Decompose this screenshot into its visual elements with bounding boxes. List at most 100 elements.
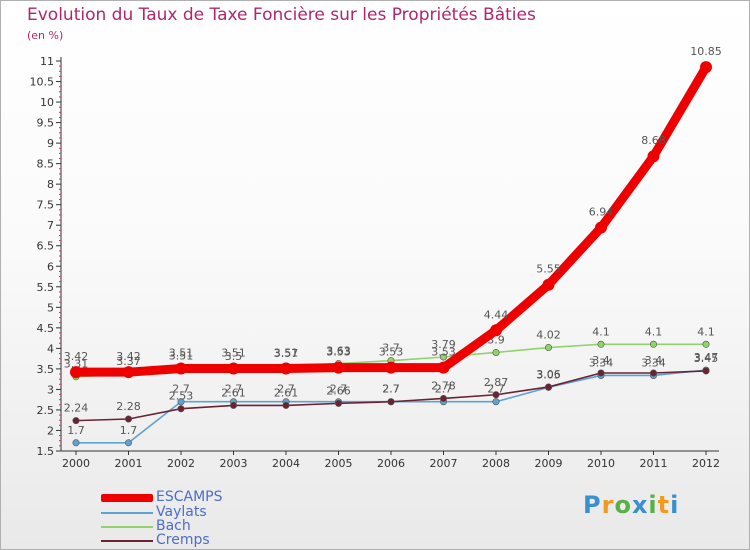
series-line-escamps [71, 62, 711, 377]
data-label-escamps: 5.55 [536, 263, 561, 276]
data-point-cremps [702, 367, 710, 375]
proxiti-logo: Proxiti [583, 491, 680, 519]
x-tick-label: 2005 [325, 457, 353, 470]
y-tick-label: 3.5 [37, 363, 55, 376]
data-label-bach: 4.1 [645, 325, 663, 338]
data-label-vaylats: 3.34 [589, 356, 614, 369]
legend-swatch-vaylats [101, 512, 153, 514]
y-tick-label: 11 [40, 55, 54, 68]
x-tick-label: 2009 [535, 457, 563, 470]
data-point-cremps [544, 383, 552, 391]
x-tick-label: 2004 [272, 457, 300, 470]
data-label-escamps: 10.85 [690, 45, 722, 58]
data-point-cremps [439, 394, 447, 402]
data-label-vaylats: 1.7 [120, 424, 138, 437]
data-label-vaylats: 3.47 [694, 351, 719, 364]
y-tick-label: 9.5 [37, 117, 55, 130]
data-point-vaylats [72, 439, 80, 447]
data-point-escamps [280, 362, 292, 375]
data-label-vaylats: 2.7 [330, 383, 348, 396]
y-tick-label: 5 [47, 301, 54, 314]
y-tick-label: 10 [40, 96, 54, 109]
data-label-bach: 3.57 [274, 347, 299, 360]
data-point-escamps [437, 361, 450, 374]
data-label-bach: 3.7 [382, 342, 400, 355]
data-label-cremps: 2.66 [326, 384, 351, 397]
y-tick-label: 4.5 [37, 322, 55, 335]
data-label-bach: 3.31 [64, 358, 89, 371]
x-tick-label: 2012 [692, 457, 720, 470]
x-tick-label: 2010 [587, 457, 615, 470]
data-point-escamps [385, 361, 397, 374]
y-tick-label: 6.5 [37, 240, 55, 253]
data-label-bach: 3.51 [169, 349, 194, 362]
data-label-vaylats: 2.7 [225, 383, 243, 396]
y-tick-label: 9 [47, 137, 54, 150]
x-tick-label: 2011 [640, 457, 668, 470]
data-label-cremps: 2.61 [221, 386, 246, 399]
data-label-bach: 4.1 [592, 325, 610, 338]
data-point-bach [649, 340, 657, 348]
data-label-cremps: 3.45 [694, 352, 719, 365]
y-tick-label: 7.5 [37, 199, 55, 212]
y-tick-label: 3 [47, 383, 54, 396]
data-label-escamps: 3.53 [379, 346, 404, 359]
data-label-vaylats: 2.7 [277, 383, 295, 396]
data-point-escamps [490, 324, 502, 337]
data-point-escamps [595, 221, 607, 234]
data-label-escamps: 3.42 [64, 350, 89, 363]
data-label-bach: 3.63 [326, 345, 351, 358]
y-tick-label: 8 [47, 178, 54, 191]
legend-item-escamps: ESCAMPS [101, 489, 301, 505]
data-label-bach: 3.79 [431, 338, 456, 351]
data-point-bach [597, 340, 605, 348]
data-label-cremps: 3.4 [645, 354, 663, 367]
data-point-cremps [597, 369, 605, 377]
data-label-vaylats: 3.05 [536, 368, 561, 381]
data-point-vaylats [125, 439, 133, 447]
data-point-escamps [122, 366, 135, 379]
data-point-cremps [177, 405, 185, 413]
data-point-cremps [125, 415, 133, 423]
data-point-bach [544, 344, 552, 352]
x-tick-label: 2002 [167, 457, 195, 470]
data-label-bach: 3.37 [116, 355, 141, 368]
series-line-vaylats [75, 369, 707, 444]
data-label-vaylats: 2.7 [435, 383, 453, 396]
data-point-cremps [334, 399, 342, 407]
data-point-escamps [227, 362, 240, 375]
data-label-cremps: 2.78 [431, 379, 456, 392]
data-point-bach [492, 348, 500, 356]
series-escamps: 3.42 3.42 3.51 3.51 3.51 3.53 3.53 3.53 4.44 5.55… [64, 45, 722, 379]
chart-title: Evolution du Taux de Taxe Foncière sur l… [27, 5, 536, 25]
data-label-cremps: 2.28 [116, 400, 141, 413]
data-label-vaylats: 2.7 [382, 383, 400, 396]
data-point-vaylats [177, 398, 185, 406]
data-point-cremps [230, 401, 238, 409]
y-tick-label: 7 [47, 219, 54, 232]
legend-label: Cremps [156, 532, 210, 548]
data-point-escamps [332, 361, 345, 374]
data-label-cremps: 2.53 [169, 390, 194, 403]
data-point-bach [702, 340, 710, 348]
legend-label: Vaylats [156, 504, 207, 520]
legend-swatch-escamps [101, 494, 153, 502]
data-label-cremps: 2.61 [274, 386, 299, 399]
data-label-cremps: 3.06 [536, 368, 561, 381]
data-label-cremps: 2.87 [484, 376, 509, 389]
x-tick-label: 2001 [115, 457, 143, 470]
y-tick-label: 5.5 [37, 281, 55, 294]
y-tick-label: 10.5 [30, 76, 55, 89]
y-tick-label: 1.5 [37, 445, 55, 458]
legend-label: ESCAMPS [156, 489, 223, 505]
data-label-cremps: 3.4 [592, 354, 610, 367]
data-label-escamps: 8.68 [641, 134, 666, 147]
data-label-escamps: 3.42 [116, 350, 141, 363]
data-point-cremps [387, 398, 395, 406]
legend-label: Bach [156, 518, 191, 534]
data-label-cremps: 2.7 [382, 383, 400, 396]
x-tick-label: 2000 [62, 457, 90, 470]
data-label-cremps: 2.24 [64, 402, 89, 415]
data-label-escamps: 4.44 [484, 308, 509, 321]
